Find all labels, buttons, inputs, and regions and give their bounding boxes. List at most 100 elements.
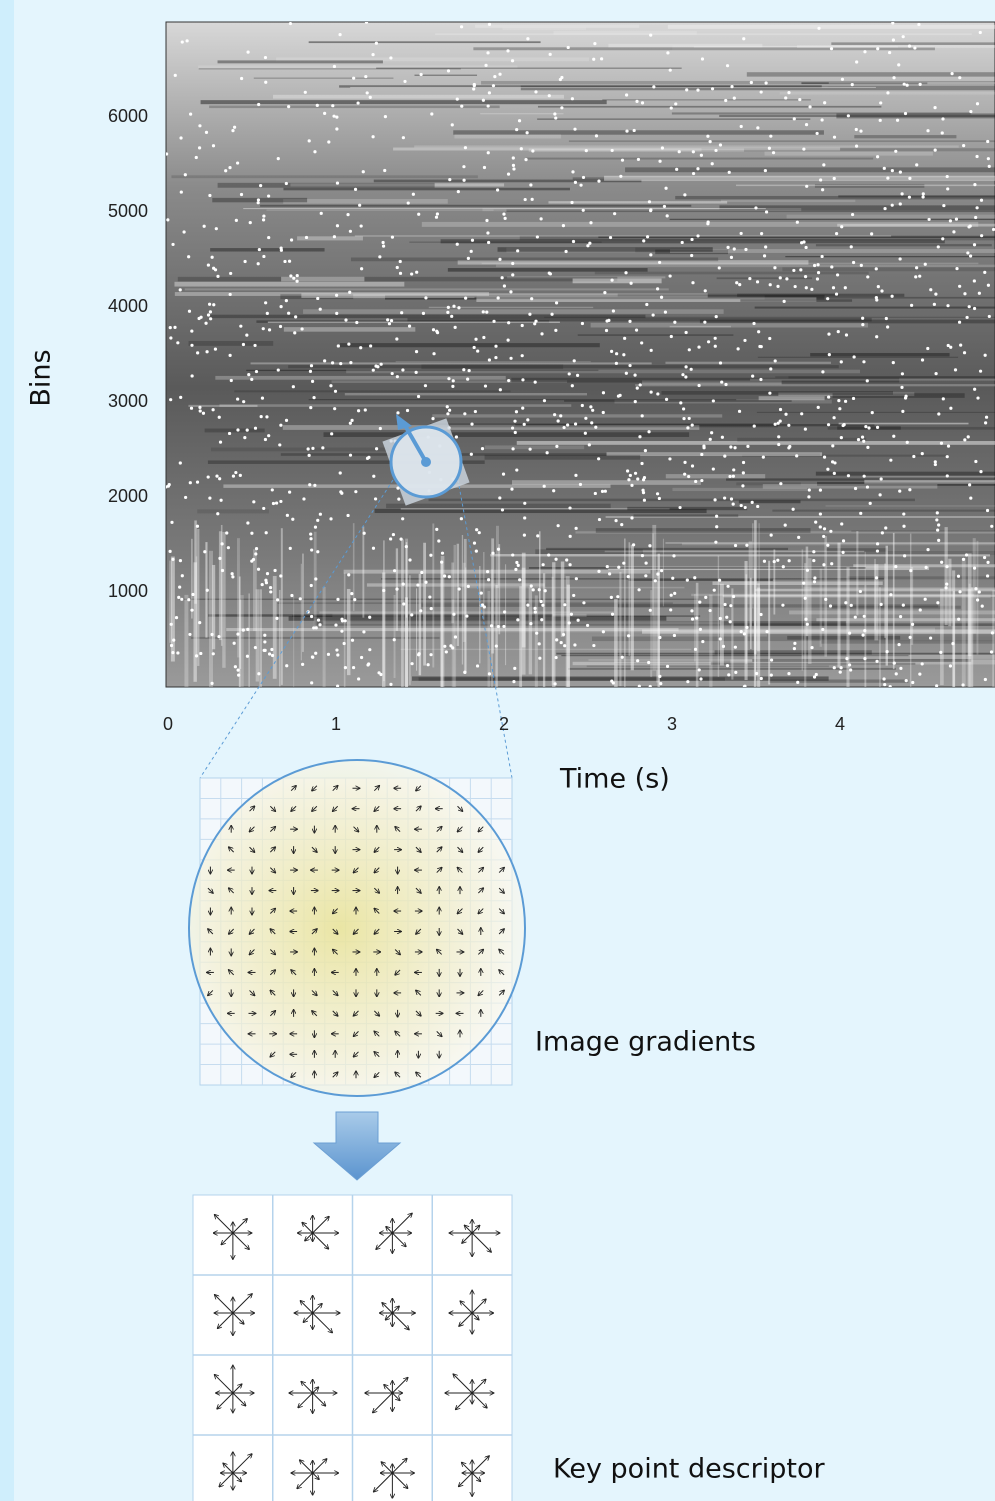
peak [901,372,904,375]
band [218,60,383,63]
peak [954,368,957,371]
peak [515,128,518,131]
peak [402,136,405,139]
band [529,567,866,569]
peak [776,559,779,562]
peak [494,345,497,348]
peak [242,400,245,403]
peak [986,561,989,564]
peak [704,596,707,599]
peak [773,560,776,563]
peak [327,140,330,143]
peak [634,472,637,475]
peak [310,548,313,551]
peak [498,496,501,499]
peak [723,455,726,458]
peak [368,648,371,651]
peak [733,446,736,449]
peak [967,435,970,438]
peak [883,683,886,686]
peak [690,609,693,612]
peak [454,326,457,329]
peak [892,361,895,364]
peak [733,97,736,100]
peak [329,384,332,387]
peak [859,590,862,593]
peak [279,574,282,577]
peak [787,91,790,94]
peak [264,301,267,304]
peak [179,288,182,291]
y-tick-label: 5000 [108,201,148,221]
peak [715,525,718,528]
peak [182,230,185,233]
peak [794,285,797,288]
peak [374,497,377,500]
peak [921,452,924,455]
peak [774,359,777,362]
peak [429,554,432,557]
peak [624,271,627,274]
peak [617,566,620,569]
peak [288,260,291,263]
peak [569,563,572,566]
streak [806,547,809,637]
peak [451,646,454,649]
streak [629,542,631,656]
peak [821,118,824,121]
peak [432,328,435,331]
peak [538,588,541,591]
peak [184,173,187,176]
peak [833,177,836,180]
peak [974,587,977,590]
peak [212,408,215,411]
peak [179,461,182,464]
peak [209,317,212,320]
peak [521,354,524,357]
peak [769,367,772,370]
peak [963,438,966,441]
peak [642,491,645,494]
peak [553,112,556,115]
peak [203,550,206,553]
streak [718,556,719,677]
band [750,379,995,381]
streak [432,523,434,667]
peak [867,426,870,429]
peak [211,256,214,259]
peak [782,565,785,568]
peak [642,478,645,481]
peak [289,274,292,277]
peak [928,218,931,221]
peak [250,532,253,535]
peak [292,277,295,280]
peak [435,528,438,531]
peak [488,23,491,26]
peak [565,558,568,561]
peak [806,569,809,572]
peak [529,448,532,451]
peak [921,662,924,665]
band [340,343,600,347]
peak [506,49,509,52]
peak [638,435,641,438]
peak [483,166,486,169]
peak [518,119,521,122]
peak [212,144,215,147]
peak [526,418,529,421]
peak [497,625,500,628]
peak [802,147,805,150]
streak [910,534,911,691]
peak [391,372,394,375]
peak [473,346,476,349]
peak [430,607,433,610]
band [717,277,812,279]
peak [660,296,663,299]
streak [483,552,484,620]
peak [750,81,753,84]
band [219,404,571,407]
peak [850,604,853,607]
streak [353,523,355,611]
band [174,282,404,287]
peak [267,236,270,239]
